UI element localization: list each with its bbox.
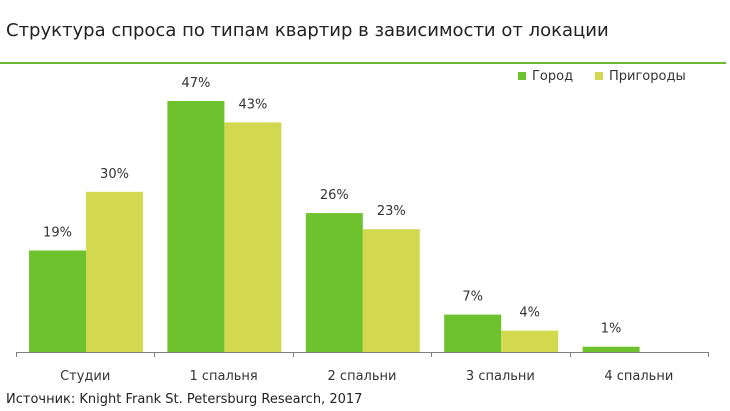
legend-swatch [595, 72, 603, 80]
bar-city [167, 101, 225, 352]
legend-label: Пригороды [609, 69, 686, 84]
data-label: 19% [43, 226, 72, 241]
bar-city [444, 314, 502, 352]
data-label: 47% [181, 76, 210, 91]
category-label: 3 спальни [466, 369, 535, 384]
category-label: 2 спальни [328, 369, 397, 384]
category-label: 4 спальни [604, 369, 673, 384]
bar-suburbs [86, 191, 143, 352]
bar-suburbs [362, 229, 420, 352]
category-label: 1 спальня [189, 369, 257, 384]
data-label: 26% [320, 188, 349, 203]
bar-city [582, 346, 640, 352]
data-label: 43% [238, 97, 267, 112]
data-label: 7% [462, 290, 483, 305]
data-label: 1% [601, 322, 622, 337]
bar-suburbs [501, 330, 559, 352]
source-note: Источник: Knight Frank St. Petersburg Re… [6, 392, 363, 407]
data-label: 30% [100, 167, 129, 182]
bar-suburbs [224, 122, 282, 353]
title-divider [0, 62, 726, 64]
bar-city [305, 213, 363, 352]
data-label: 4% [519, 306, 540, 321]
data-label: 23% [377, 204, 406, 219]
bar-city [29, 250, 86, 352]
chart-title: Структура спроса по типам квартир в зави… [6, 20, 609, 41]
legend-label: Город [532, 69, 573, 84]
legend-swatch [518, 72, 526, 80]
category-label: Студии [60, 369, 110, 384]
